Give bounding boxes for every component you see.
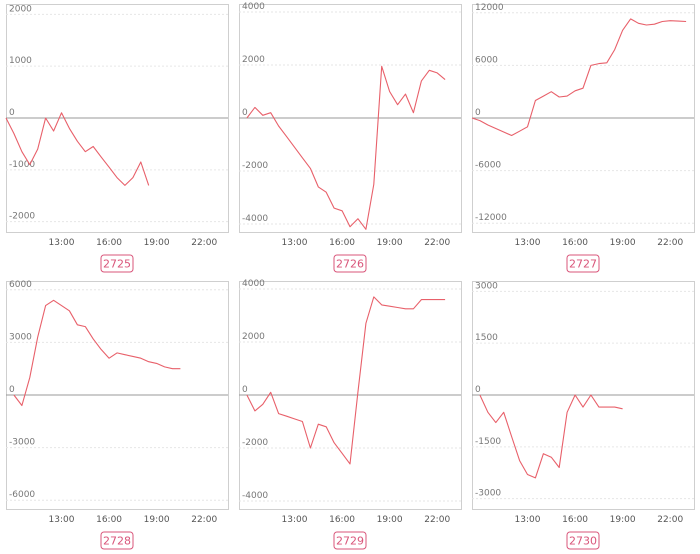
y-tick-label: -6000 (475, 161, 501, 171)
title-badge (100, 531, 134, 550)
y-tick-label: -2000 (242, 438, 268, 448)
title-badge (333, 531, 367, 550)
chart-title: 2726 (336, 258, 364, 271)
series-line (246, 65, 446, 230)
y-tick-label: -12000 (475, 213, 507, 223)
y-tick-label: 2000 (242, 55, 265, 65)
y-tick-label: 0 (475, 385, 481, 395)
x-tick-label: 19:00 (144, 515, 170, 525)
y-tick-label: -4000 (242, 491, 268, 501)
x-tick-label: 22:00 (191, 515, 217, 525)
x-tick-label: 13:00 (49, 515, 75, 525)
y-tick-label: -1000 (9, 160, 35, 170)
x-tick-label: 19:00 (377, 238, 403, 248)
chart-panel: 4000 2000 0 -2000 -4000 13:00 16:00 19:00 22:00 2… (239, 2, 462, 273)
series-line (246, 296, 446, 465)
y-tick-label: 4000 (242, 2, 265, 12)
x-tick-label: 22:00 (424, 515, 450, 525)
x-tick-label: 16:00 (96, 238, 122, 248)
chart-title: 2727 (569, 258, 597, 271)
x-tick-label: 19:00 (377, 515, 403, 525)
y-tick-label: -3000 (9, 438, 35, 448)
y-tick-label: 0 (242, 108, 248, 118)
x-tick-label: 22:00 (657, 238, 683, 248)
x-tick-label: 13:00 (49, 238, 75, 248)
x-tick-label: 16:00 (562, 238, 588, 248)
x-tick-label: 16:00 (562, 515, 588, 525)
y-tick-label: 0 (9, 385, 15, 395)
x-tick-label: 13:00 (515, 238, 541, 248)
y-tick-label: -4000 (242, 214, 268, 224)
x-tick-label: 13:00 (282, 515, 308, 525)
x-tick-label: 19:00 (610, 515, 636, 525)
x-tick-label: 19:00 (144, 238, 170, 248)
chart-panel: 2000 1000 0 -1000 -2000 13:00 16:00 19:00 22:00 2… (5, 4, 229, 273)
y-tick-label: 2000 (9, 4, 32, 14)
y-tick-label: 6000 (475, 55, 498, 65)
title-badge (566, 254, 600, 273)
series-line (5, 112, 150, 186)
chart-title: 2729 (336, 535, 364, 548)
x-tick-label: 19:00 (610, 238, 636, 248)
y-tick-label: 4000 (242, 279, 265, 289)
y-tick-label: 3000 (475, 281, 498, 291)
x-tick-label: 16:00 (329, 515, 355, 525)
y-tick-label: 3000 (9, 332, 32, 342)
chart-panel: 12000 6000 0 -6000 -12000 13:00 16:00 19:00 22:0… (471, 3, 695, 273)
y-tick-label: -3000 (475, 489, 501, 499)
title-badge (566, 531, 600, 550)
chart-panel: 4000 2000 0 -2000 -4000 13:00 16:00 19:00 22:00 2… (239, 279, 462, 550)
x-tick-label: 13:00 (282, 238, 308, 248)
y-tick-label: -6000 (9, 490, 35, 500)
y-tick-label: 2000 (242, 332, 265, 342)
chart-title: 2730 (569, 535, 597, 548)
x-tick-label: 22:00 (424, 238, 450, 248)
y-tick-label: 1000 (9, 56, 32, 66)
y-tick-label: 12000 (475, 3, 504, 13)
y-tick-label: -1500 (475, 437, 501, 447)
title-badge (333, 254, 367, 273)
chart-title: 2728 (103, 535, 131, 548)
chart-panel: 3000 1500 0 -1500 -3000 13:00 16:00 19:00 22:00 2… (472, 281, 695, 550)
y-tick-label: 1500 (475, 333, 498, 343)
y-tick-label: 6000 (9, 280, 32, 290)
series-line (13, 299, 181, 407)
y-tick-label: -2000 (9, 212, 35, 222)
x-tick-label: 22:00 (191, 238, 217, 248)
y-tick-label: -2000 (242, 161, 268, 171)
x-tick-label: 22:00 (657, 515, 683, 525)
y-tick-label: 0 (242, 385, 248, 395)
title-badge (100, 254, 134, 273)
chart-panel: 6000 3000 0 -3000 -6000 13:00 16:00 19:00 22:00 2… (6, 280, 229, 550)
series-line (471, 18, 687, 137)
series-line (479, 394, 623, 479)
x-tick-label: 16:00 (329, 238, 355, 248)
x-tick-label: 16:00 (96, 515, 122, 525)
x-tick-label: 13:00 (515, 515, 541, 525)
y-tick-label: 0 (9, 108, 15, 118)
chart-title: 2725 (103, 258, 131, 271)
y-tick-label: 0 (475, 108, 481, 118)
